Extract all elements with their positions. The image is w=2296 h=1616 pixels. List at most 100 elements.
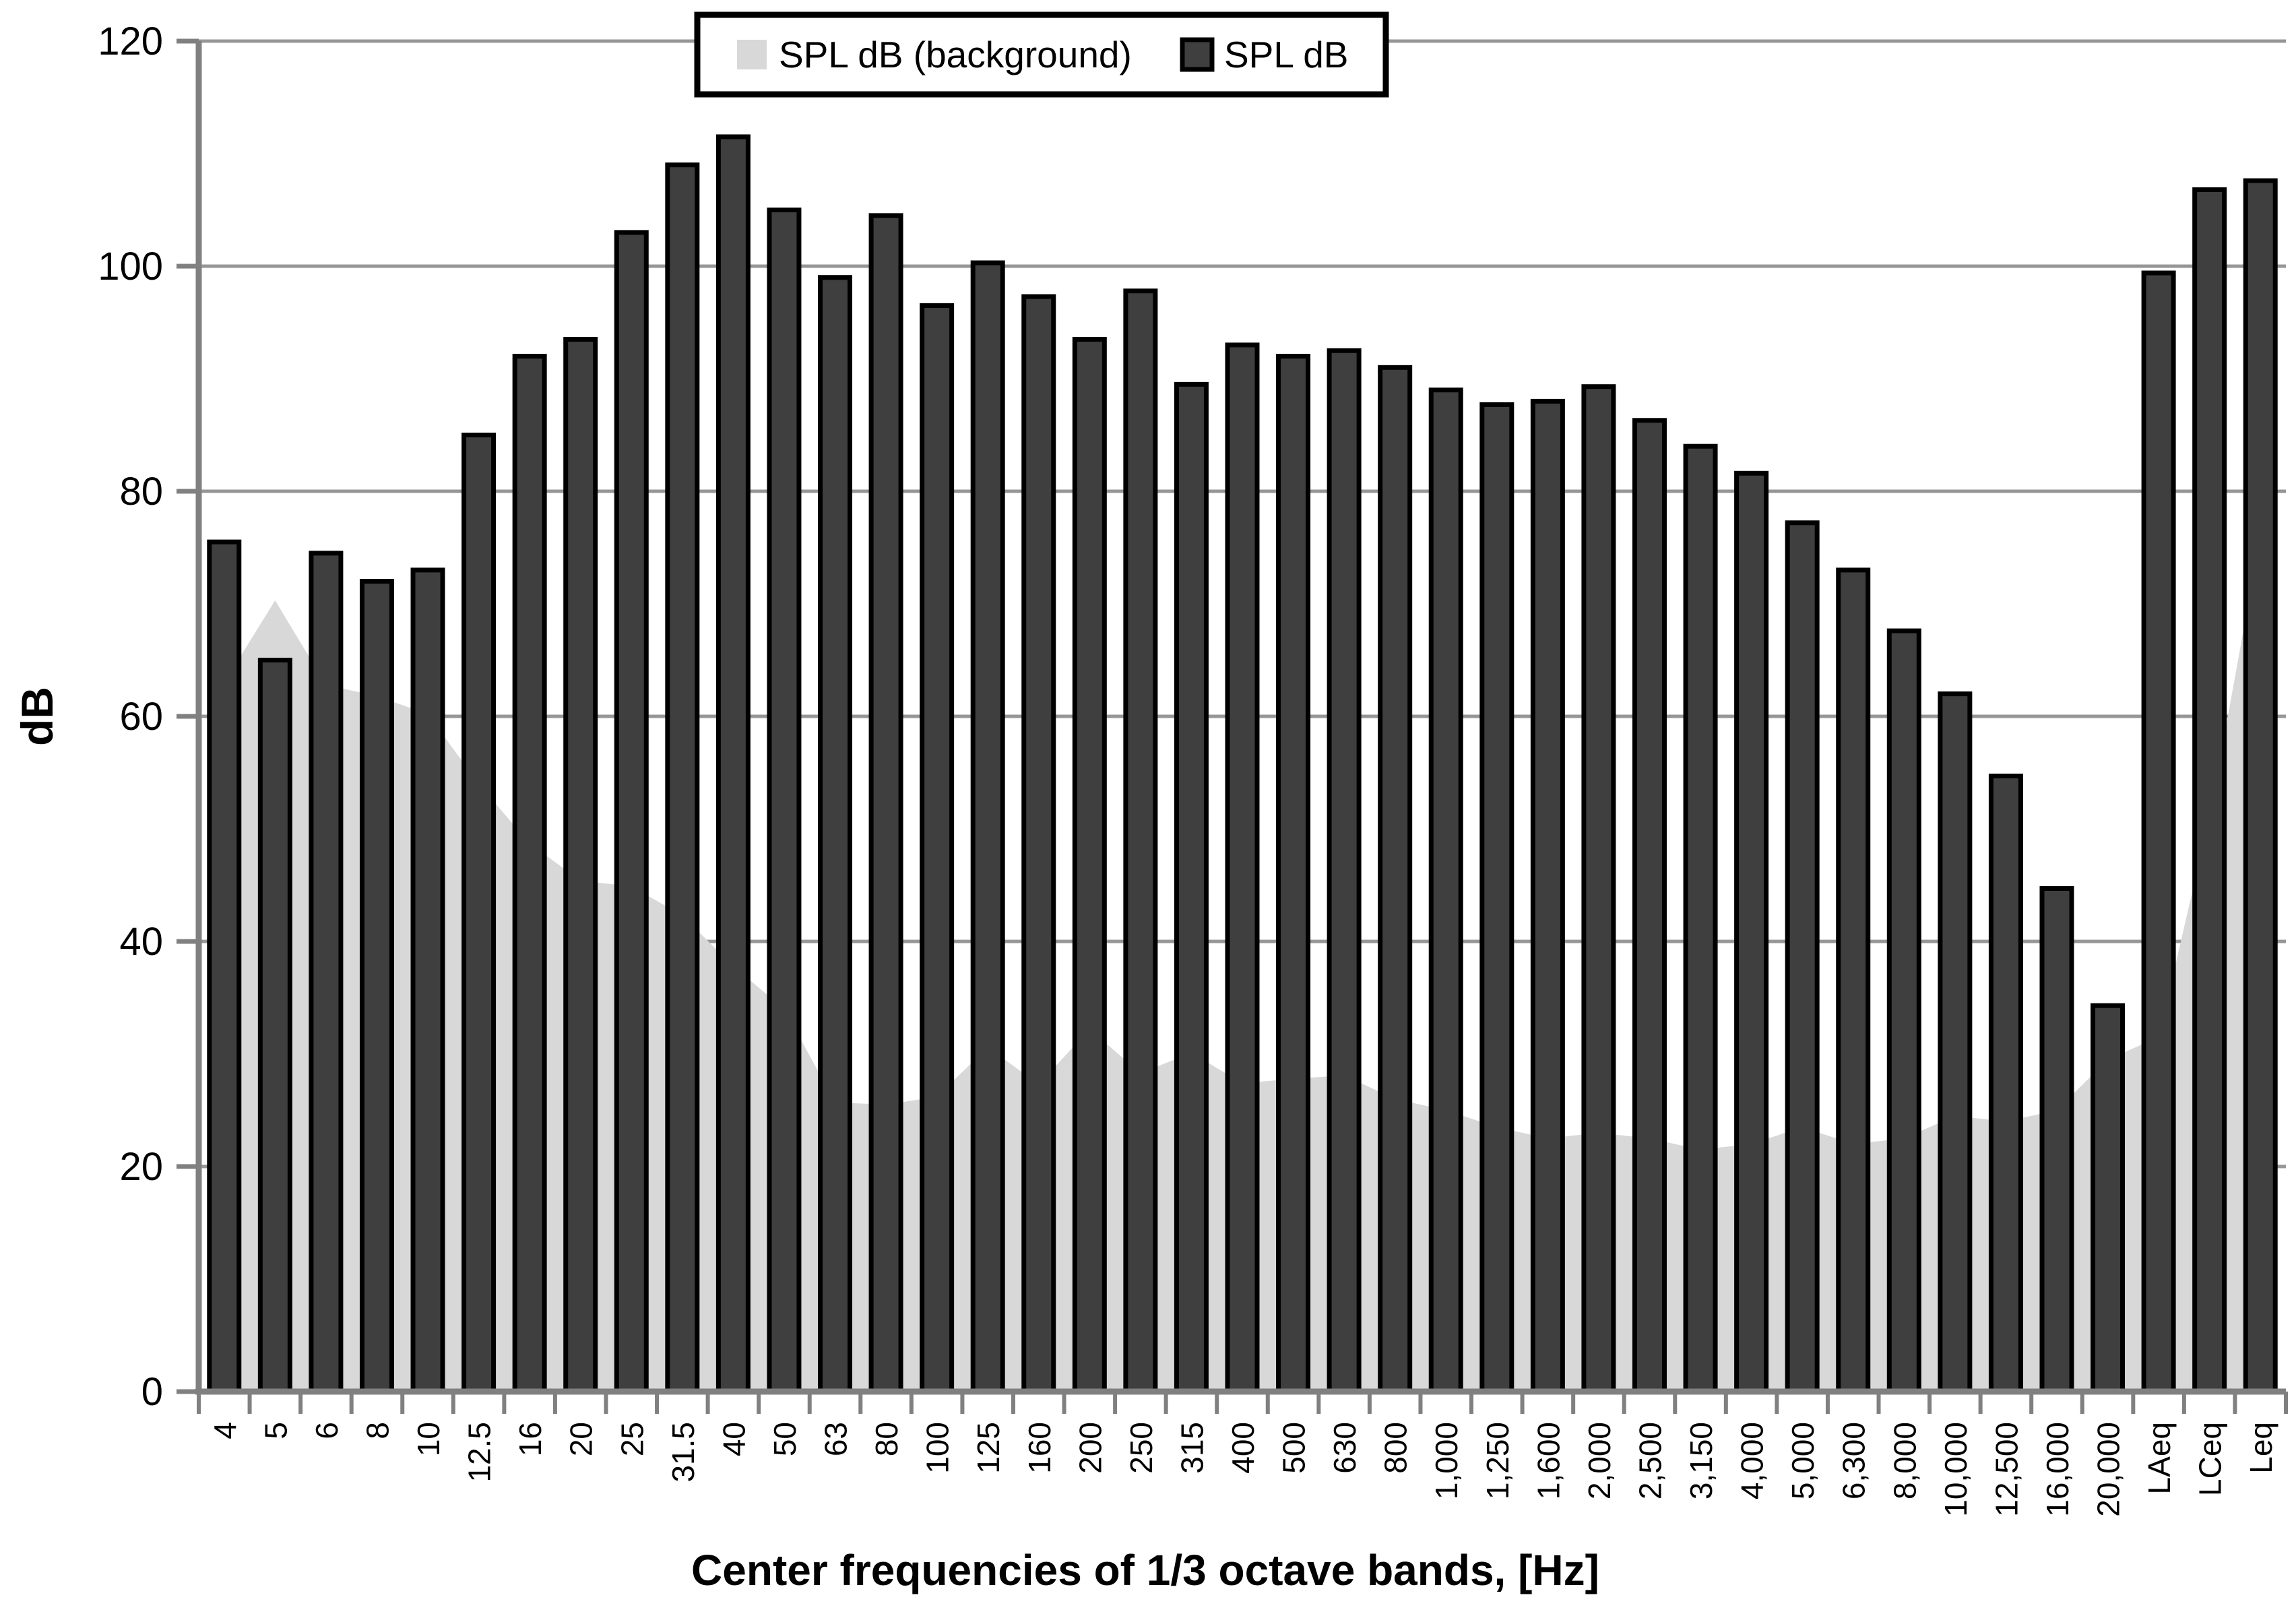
x-tick-label-8: 8 <box>360 1422 395 1439</box>
bar-LAeq <box>2141 270 2176 1394</box>
bar-1,250 <box>1479 402 1514 1394</box>
bar-16,000 <box>2039 886 2074 1394</box>
legend-swatch-spl-icon <box>1180 37 1215 72</box>
x-axis-title: Center frequencies of 1/3 octave bands, … <box>691 1546 1599 1594</box>
bar-Leq <box>2243 178 2278 1394</box>
x-tick-label-1,250: 1,250 <box>1480 1422 1515 1499</box>
x-tick-label-16,000: 16,000 <box>2040 1422 2075 1517</box>
x-tick-label-6,300: 6,300 <box>1837 1422 1872 1499</box>
x-tick-label-20: 20 <box>564 1422 599 1456</box>
bar-630 <box>1327 348 1362 1394</box>
x-tick-label-12,500: 12,500 <box>1989 1422 2024 1517</box>
x-tick-label-4: 4 <box>208 1422 243 1439</box>
bar-12,500 <box>1988 774 2023 1394</box>
y-tick-label: 20 <box>119 1145 163 1189</box>
bar-2,000 <box>1581 384 1616 1394</box>
bar-4 <box>207 539 242 1394</box>
bar-160 <box>1021 294 1056 1394</box>
x-tick-label-4,000: 4,000 <box>1735 1422 1770 1499</box>
bar-80 <box>868 213 903 1394</box>
bar-315 <box>1174 381 1209 1394</box>
bar-1,600 <box>1530 398 1565 1394</box>
bar-6 <box>309 551 344 1394</box>
bar-LCeq <box>2192 187 2227 1394</box>
bar-31.5 <box>665 162 700 1394</box>
bar-5 <box>257 658 292 1394</box>
bar-10,000 <box>1938 691 1973 1394</box>
x-tick-label-1,600: 1,600 <box>1531 1422 1566 1499</box>
x-tick-label-8,000: 8,000 <box>1887 1422 1922 1499</box>
x-tick-label-6: 6 <box>309 1422 344 1439</box>
x-tick-label-315: 315 <box>1174 1422 1209 1474</box>
y-tick-label: 40 <box>119 920 163 964</box>
x-tick-label-5,000: 5,000 <box>1785 1422 1820 1499</box>
spl-bar-series <box>207 134 2278 1394</box>
bar-4,000 <box>1734 470 1769 1394</box>
x-tick-label-LAeq: LAeq <box>2142 1422 2177 1494</box>
legend-swatch-background-icon <box>737 40 767 69</box>
y-tick-label: 80 <box>119 470 163 514</box>
x-tick-label-25: 25 <box>614 1422 649 1456</box>
x-tick-label-10: 10 <box>411 1422 446 1456</box>
bar-63 <box>818 275 853 1394</box>
x-tick-label-16: 16 <box>513 1422 548 1456</box>
x-tick-label-500: 500 <box>1277 1422 1312 1474</box>
y-tick-label: 0 <box>141 1370 163 1414</box>
bar-800 <box>1378 365 1413 1394</box>
bar-25 <box>614 230 649 1394</box>
bar-6,300 <box>1836 567 1871 1394</box>
x-tick-label-12.5: 12.5 <box>462 1422 497 1483</box>
x-tick-label-LCeq: LCeq <box>2193 1422 2228 1496</box>
bar-125 <box>970 260 1005 1394</box>
y-tick-label: 100 <box>98 245 163 288</box>
bar-8,000 <box>1886 628 1921 1394</box>
x-tick-label-800: 800 <box>1378 1422 1413 1474</box>
x-tick-label-50: 50 <box>767 1422 802 1456</box>
x-tick-label-200: 200 <box>1073 1422 1108 1474</box>
bar-8 <box>359 579 394 1394</box>
bar-3,150 <box>1683 443 1718 1394</box>
tick-labels: 0 20 40 60 80 100 120 4 5 6 8 10 12.5 16 20 25 31.5 40 50 6… <box>98 20 2278 1517</box>
x-tick-label-630: 630 <box>1327 1422 1362 1474</box>
x-tick-label-40: 40 <box>716 1422 751 1456</box>
bar-200 <box>1072 337 1107 1394</box>
bar-16 <box>512 354 547 1394</box>
axes <box>177 38 2288 1414</box>
x-tick-label-2,000: 2,000 <box>1582 1422 1617 1499</box>
x-tick-label-5: 5 <box>258 1422 293 1439</box>
x-tick-label-125: 125 <box>971 1422 1006 1474</box>
bar-50 <box>767 208 802 1394</box>
legend-label-background: SPL dB (background) <box>779 34 1132 75</box>
x-tick-label-31.5: 31.5 <box>666 1422 701 1483</box>
y-axis-title: dB <box>12 687 62 746</box>
x-tick-label-100: 100 <box>920 1422 955 1474</box>
x-tick-label-10,000: 10,000 <box>1938 1422 1973 1517</box>
x-tick-label-3,150: 3,150 <box>1684 1422 1719 1499</box>
bar-40 <box>715 134 751 1394</box>
x-tick-label-63: 63 <box>819 1422 854 1456</box>
x-tick-label-160: 160 <box>1022 1422 1057 1474</box>
y-tick-label: 120 <box>98 20 163 63</box>
bar-500 <box>1276 354 1311 1394</box>
legend-box <box>694 11 1389 98</box>
legend: SPL dB (background) SPL dB <box>694 11 1389 98</box>
bar-20,000 <box>2091 1003 2126 1394</box>
legend-label-spl: SPL dB <box>1224 34 1348 75</box>
bar-12.5 <box>461 433 497 1394</box>
x-tick-label-20,000: 20,000 <box>2091 1422 2126 1517</box>
bar-20 <box>563 337 598 1394</box>
bar-100 <box>920 303 955 1394</box>
x-tick-label-Leq: Leq <box>2243 1422 2278 1474</box>
x-tick-label-400: 400 <box>1225 1422 1261 1474</box>
bar-10 <box>410 567 445 1394</box>
x-tick-label-80: 80 <box>869 1422 904 1456</box>
y-tick-label: 60 <box>119 695 163 739</box>
x-tick-label-250: 250 <box>1124 1422 1159 1474</box>
bar-5,000 <box>1785 520 1820 1394</box>
bar-1,000 <box>1428 387 1463 1394</box>
bar-400 <box>1225 342 1260 1394</box>
bar-250 <box>1123 288 1158 1394</box>
x-tick-label-1,000: 1,000 <box>1429 1422 1464 1499</box>
